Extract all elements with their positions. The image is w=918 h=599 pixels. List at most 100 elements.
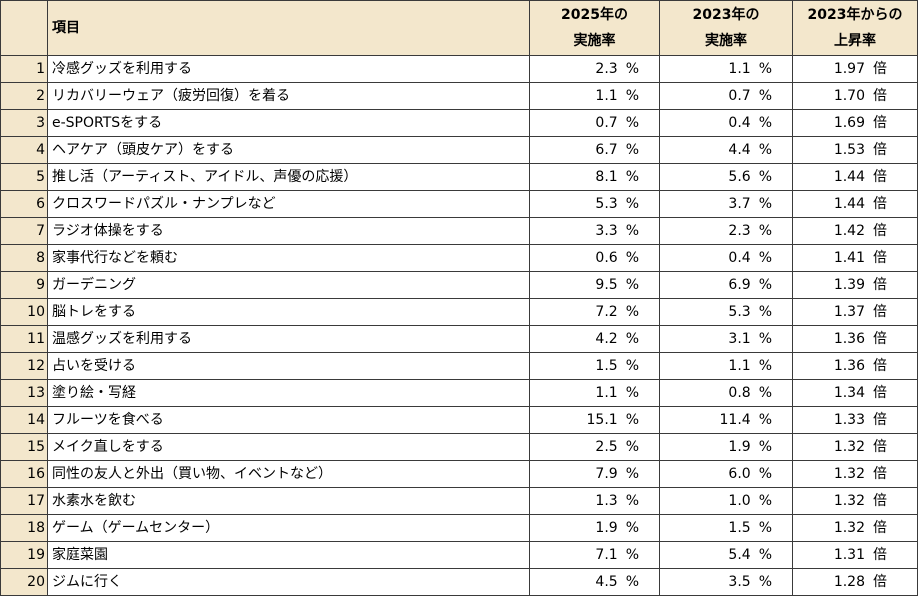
rise-rate-value: 1.36 bbox=[833, 331, 865, 347]
rise-rate-cell: 1.70 倍 bbox=[792, 82, 918, 110]
percent-unit: % bbox=[758, 88, 772, 104]
rank-cell: 11 bbox=[0, 325, 48, 353]
rank-cell: 19 bbox=[0, 541, 48, 569]
times-unit: 倍 bbox=[873, 61, 887, 77]
rank-cell: 7 bbox=[0, 217, 48, 245]
rate-2025-value: 5.3 bbox=[595, 196, 618, 212]
table-row: 8 家事代行などを頼む 0.6% 0.4% 1.41 倍 bbox=[0, 244, 918, 272]
rate-2025-value: 7.2 bbox=[595, 304, 618, 320]
rank-cell: 1 bbox=[0, 55, 48, 83]
times-unit: 倍 bbox=[873, 331, 887, 347]
header-row: 項目 2025年の 実施率 2023年の 実施率 2023年からの 上昇率 bbox=[0, 0, 918, 56]
times-unit: 倍 bbox=[873, 277, 887, 293]
times-unit: 倍 bbox=[873, 250, 887, 266]
rank-cell: 20 bbox=[0, 568, 48, 596]
rise-rate-value: 1.69 bbox=[833, 115, 865, 131]
table-row: 16 同性の友人と外出（買い物、イベントなど） 7.9% 6.0% 1.32 倍 bbox=[0, 460, 918, 488]
percent-unit: % bbox=[758, 277, 772, 293]
percent-unit: % bbox=[758, 196, 772, 212]
rank-cell: 15 bbox=[0, 433, 48, 461]
rate-2025-value: 3.3 bbox=[595, 223, 618, 239]
percent-unit: % bbox=[758, 169, 772, 185]
rate-2025-value: 0.6 bbox=[595, 250, 618, 266]
rate-2023-cell: 11.4% bbox=[659, 406, 793, 434]
rise-rate-cell: 1.37 倍 bbox=[792, 298, 918, 326]
item-header: 項目 bbox=[47, 0, 530, 56]
rate-2025-value: 2.5 bbox=[595, 439, 618, 455]
rate-2023-cell: 3.5% bbox=[659, 568, 793, 596]
rise-rate-cell: 1.39 倍 bbox=[792, 271, 918, 299]
percent-unit: % bbox=[758, 439, 772, 455]
rate-2025-value: 1.1 bbox=[595, 385, 618, 401]
item-cell: 占いを受ける bbox=[47, 352, 530, 380]
table-row: 12 占いを受ける 1.5% 1.1% 1.36 倍 bbox=[0, 352, 918, 380]
rate-2025-cell: 1.1% bbox=[529, 379, 660, 407]
rank-cell: 13 bbox=[0, 379, 48, 407]
rate-2025-cell: 5.3% bbox=[529, 190, 660, 218]
item-cell: 水素水を飲む bbox=[47, 487, 530, 515]
rate-2025-header-line1: 2025年の bbox=[561, 6, 628, 23]
rate-2023-cell: 0.4% bbox=[659, 244, 793, 272]
rate-2023-cell: 6.0% bbox=[659, 460, 793, 488]
rate-2023-value: 1.5 bbox=[728, 520, 751, 536]
table-row: 15 メイク直しをする 2.5% 1.9% 1.32 倍 bbox=[0, 433, 918, 461]
rate-2025-value: 4.5 bbox=[595, 574, 618, 590]
times-unit: 倍 bbox=[873, 88, 887, 104]
rate-2025-cell: 3.3% bbox=[529, 217, 660, 245]
rate-2025-value: 1.1 bbox=[595, 88, 618, 104]
percent-unit: % bbox=[758, 385, 772, 401]
rate-2025-cell: 15.1% bbox=[529, 406, 660, 434]
rise-rate-value: 1.97 bbox=[833, 61, 865, 77]
table-row: 18 ゲーム（ゲームセンター） 1.9% 1.5% 1.32 倍 bbox=[0, 514, 918, 542]
rate-2023-value: 3.7 bbox=[728, 196, 751, 212]
table-row: 5 推し活（アーティスト、アイドル、声優の応援） 8.1% 5.6% 1.44 倍 bbox=[0, 163, 918, 191]
table-row: 2 リカバリーウェア（疲労回復）を着る 1.1% 0.7% 1.70 倍 bbox=[0, 82, 918, 110]
times-unit: 倍 bbox=[873, 412, 887, 428]
table-body: 1 冷感グッズを利用する 2.3% 1.1% 1.97 倍 2 リカバリーウェア（疲労回復）を… bbox=[0, 55, 918, 596]
rise-rate-cell: 1.97 倍 bbox=[792, 55, 918, 83]
rank-cell: 8 bbox=[0, 244, 48, 272]
rate-2023-cell: 5.4% bbox=[659, 541, 793, 569]
rank-cell: 16 bbox=[0, 460, 48, 488]
rate-2023-value: 2.3 bbox=[728, 223, 751, 239]
rate-2025-value: 4.2 bbox=[595, 331, 618, 347]
percent-unit: % bbox=[625, 358, 639, 374]
item-cell: ヘアケア（頭皮ケア）をする bbox=[47, 136, 530, 164]
percent-unit: % bbox=[625, 574, 639, 590]
rate-2023-value: 1.0 bbox=[728, 493, 751, 509]
times-unit: 倍 bbox=[873, 115, 887, 131]
rate-2023-value: 11.4 bbox=[719, 412, 751, 428]
rank-cell: 12 bbox=[0, 352, 48, 380]
percent-unit: % bbox=[758, 493, 772, 509]
rise-rate-value: 1.34 bbox=[833, 385, 865, 401]
item-cell: ガーデニング bbox=[47, 271, 530, 299]
rate-2023-header-line1: 2023年の bbox=[692, 6, 760, 23]
percent-unit: % bbox=[758, 115, 772, 131]
rate-2025-value: 15.1 bbox=[586, 412, 618, 428]
table-row: 19 家庭菜園 7.1% 5.4% 1.31 倍 bbox=[0, 541, 918, 569]
rate-2023-cell: 3.1% bbox=[659, 325, 793, 353]
rate-2023-value: 1.1 bbox=[728, 358, 751, 374]
rate-2025-cell: 4.2% bbox=[529, 325, 660, 353]
rise-rate-value: 1.70 bbox=[833, 88, 865, 104]
times-unit: 倍 bbox=[873, 169, 887, 185]
times-unit: 倍 bbox=[873, 493, 887, 509]
rise-rate-header-line1: 2023年からの bbox=[807, 6, 903, 23]
rate-2023-cell: 1.1% bbox=[659, 55, 793, 83]
rate-2023-value: 5.3 bbox=[728, 304, 751, 320]
item-cell: ゲーム（ゲームセンター） bbox=[47, 514, 530, 542]
rise-rate-cell: 1.42 倍 bbox=[792, 217, 918, 245]
rate-2025-cell: 0.7% bbox=[529, 109, 660, 137]
times-unit: 倍 bbox=[873, 520, 887, 536]
rise-rate-cell: 1.41 倍 bbox=[792, 244, 918, 272]
percent-unit: % bbox=[625, 466, 639, 482]
rise-rate-header: 2023年からの 上昇率 bbox=[792, 0, 918, 56]
rise-rate-cell: 1.36 倍 bbox=[792, 325, 918, 353]
table-row: 17 水素水を飲む 1.3% 1.0% 1.32 倍 bbox=[0, 487, 918, 515]
rate-2023-value: 0.4 bbox=[728, 250, 751, 266]
item-cell: 家事代行などを頼む bbox=[47, 244, 530, 272]
rate-2025-cell: 4.5% bbox=[529, 568, 660, 596]
item-cell: ラジオ体操をする bbox=[47, 217, 530, 245]
times-unit: 倍 bbox=[873, 142, 887, 158]
